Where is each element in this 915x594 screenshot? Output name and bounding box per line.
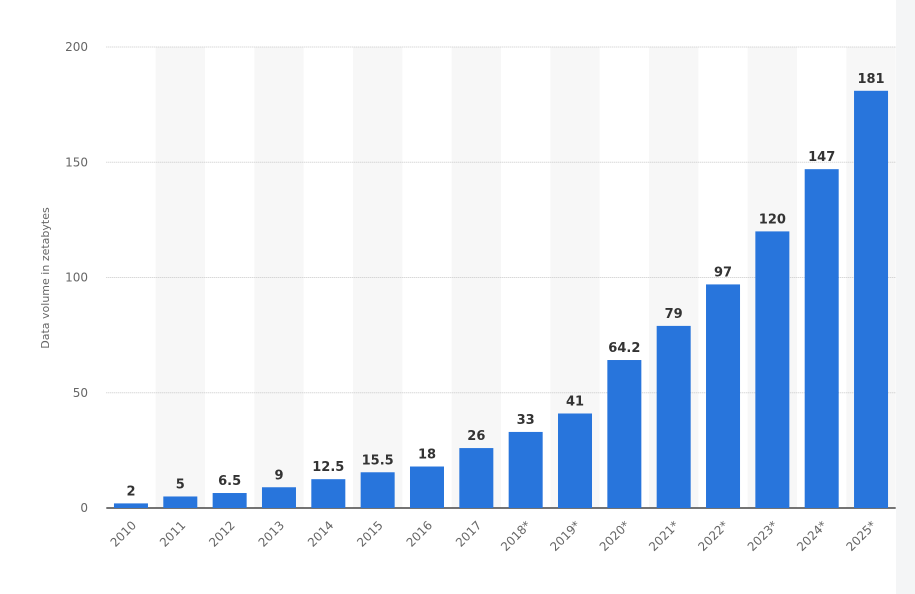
data-label: 79 [665, 307, 683, 322]
bar-2022 [706, 284, 741, 508]
x-tick-label: 2020* [597, 518, 633, 554]
x-tick-label: 2011 [157, 518, 188, 549]
data-label: 181 [857, 72, 884, 87]
bar-2016 [409, 466, 444, 508]
x-tick-label: 2018* [498, 518, 534, 554]
data-label: 33 [517, 413, 535, 428]
data-label: 9 [274, 468, 283, 483]
y-tick-label: 100 [65, 271, 88, 285]
bar-2020 [607, 360, 642, 508]
x-tick-label: 2023* [745, 518, 781, 554]
x-tick-label: 2015 [354, 518, 385, 549]
data-label: 15.5 [362, 453, 394, 468]
bar-2015 [360, 472, 395, 508]
y-tick-label: 200 [65, 40, 88, 54]
y-tick-label: 150 [65, 155, 88, 169]
bar-2024 [804, 169, 839, 509]
data-label: 2 [126, 484, 135, 499]
data-label: 120 [759, 212, 786, 227]
x-tick-label: 2021* [646, 518, 682, 554]
bar-2014 [311, 479, 346, 508]
x-tick-label: 2010 [108, 518, 139, 549]
bar-2025 [854, 90, 889, 509]
x-tick-label: 2016 [404, 518, 435, 549]
bar-2019 [558, 413, 593, 508]
data-label: 41 [566, 394, 584, 409]
bar-2011 [163, 496, 198, 508]
data-label: 147 [808, 150, 835, 165]
bar-2018 [508, 431, 543, 508]
bar-2017 [459, 448, 494, 508]
data-label: 12.5 [312, 460, 344, 475]
data-label: 5 [176, 477, 185, 492]
x-tick-label: 2019* [547, 518, 583, 554]
x-tick-label: 2012 [206, 518, 237, 549]
bar-2012 [212, 493, 247, 508]
x-tick-label: 2017 [453, 518, 484, 549]
x-tick-label: 2025* [843, 518, 879, 554]
y-axis-label: Data volume in zetabytes [39, 207, 52, 349]
data-label: 18 [418, 448, 436, 463]
y-tick-label: 0 [80, 501, 88, 515]
data-label: 97 [714, 265, 732, 280]
x-tick-label: 2024* [794, 518, 830, 554]
x-tick-label: 2014 [305, 518, 336, 549]
side-strip [896, 0, 915, 594]
y-tick-label: 50 [73, 386, 88, 400]
data-label: 6.5 [218, 474, 241, 489]
bar-2023 [755, 231, 790, 508]
x-tick-label: 2022* [695, 518, 731, 554]
data-label: 26 [467, 429, 485, 444]
x-tick-label: 2013 [256, 518, 287, 549]
bar-2013 [261, 487, 296, 508]
bar-2021 [656, 325, 691, 508]
bar-2010 [113, 503, 148, 508]
data-label: 64.2 [608, 341, 640, 356]
